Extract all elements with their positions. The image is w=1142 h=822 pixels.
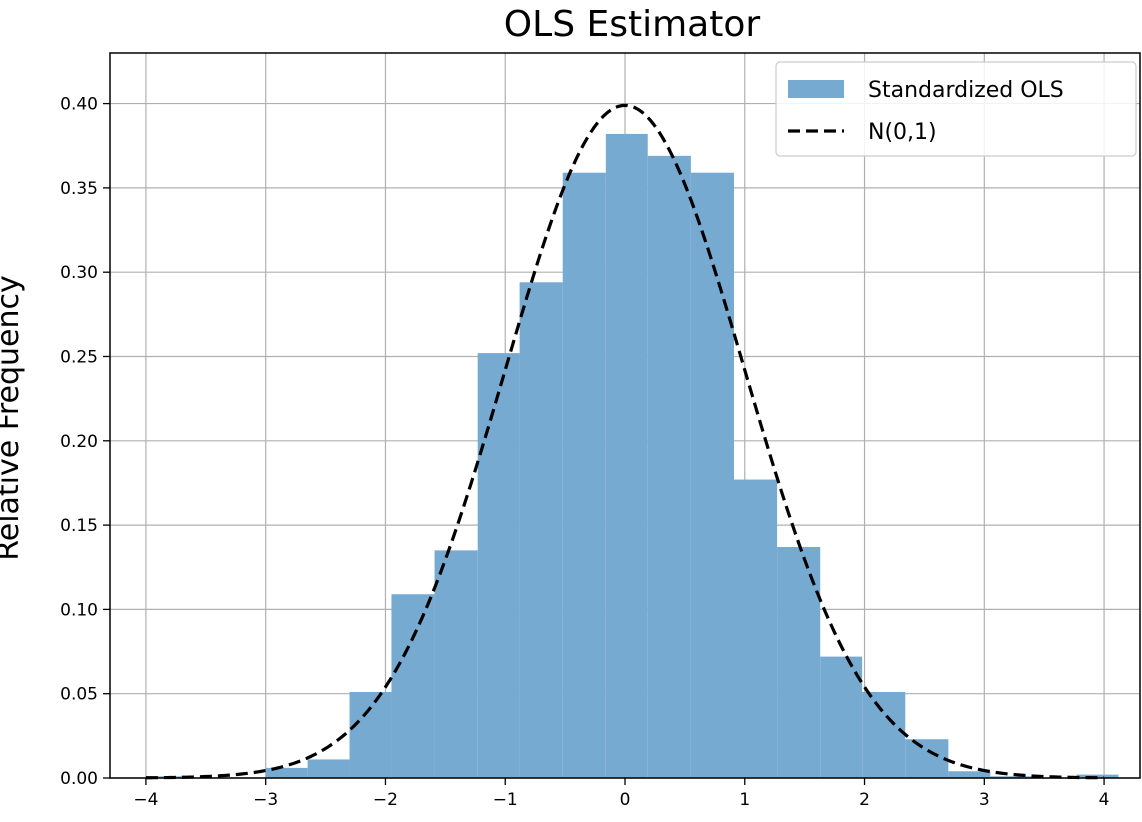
legend: Standardized OLS N(0,1): [775, 61, 1137, 157]
histogram-bar-22: [1076, 774, 1119, 778]
histogram-bar-11: [605, 133, 648, 778]
histogram-bar-16: [820, 656, 863, 778]
histogram-bar-7: [434, 550, 478, 778]
histogram-bar-8: [477, 353, 520, 778]
y-tick-label-3: 0.15: [60, 516, 98, 536]
x-tick-label-0: −4: [133, 790, 158, 810]
histogram-bar-10: [562, 172, 606, 779]
histogram-bar-3: [265, 767, 308, 778]
x-tick-label-3: −1: [493, 790, 518, 810]
normal-pdf-line: [145, 103, 1105, 780]
histogram-bar-9: [519, 282, 563, 778]
histogram-bar-12: [647, 155, 691, 779]
histogram-bar-5: [349, 692, 392, 778]
x-tick-label-4: 0: [620, 790, 631, 810]
histogram-bar-18: [905, 739, 949, 778]
legend-label-normal: N(0,1): [868, 120, 937, 145]
y-tick-label-7: 0.35: [60, 179, 98, 199]
y-tick-label-0: 0.00: [60, 769, 98, 789]
y-tick-label-8: 0.40: [60, 95, 98, 115]
y-tick-label-2: 0.10: [60, 600, 98, 620]
x-tick-label-2: −2: [373, 790, 398, 810]
x-tick-label-6: 2: [859, 790, 870, 810]
legend-box: [775, 61, 1137, 157]
legend-swatch-standardized-ols: [788, 80, 844, 98]
histogram-bar-6: [391, 594, 435, 778]
x-tick-label-5: 1: [739, 790, 750, 810]
histogram-bar-13: [690, 172, 734, 779]
histogram-bar-4: [307, 759, 350, 778]
x-axis-ticks: −4 −3 −2 −1 0 1 2 3 4: [133, 778, 1109, 810]
x-tick-label-7: 3: [979, 790, 990, 810]
y-tick-label-6: 0.30: [60, 263, 98, 283]
y-axis-ticks: 0.00 0.05 0.10 0.15 0.20 0.25 0.30 0.35 0.40: [60, 95, 110, 789]
legend-label-standardized-ols: Standardized OLS: [868, 78, 1064, 103]
y-axis-label: Relative Frequency: [0, 275, 26, 561]
chart-title: OLS Estimator: [504, 4, 761, 45]
histogram-bar-19: [948, 771, 991, 778]
y-tick-label-5: 0.25: [60, 347, 98, 367]
y-tick-label-4: 0.20: [60, 432, 98, 452]
x-tick-label-8: 4: [1099, 790, 1110, 810]
histogram-bar-17: [862, 692, 906, 778]
x-tick-label-1: −3: [253, 790, 278, 810]
y-tick-label-1: 0.05: [60, 685, 98, 705]
histogram-bar-20: [990, 776, 1034, 778]
histogram-bars: [145, 133, 1119, 779]
histogram-bar-14: [733, 479, 778, 778]
